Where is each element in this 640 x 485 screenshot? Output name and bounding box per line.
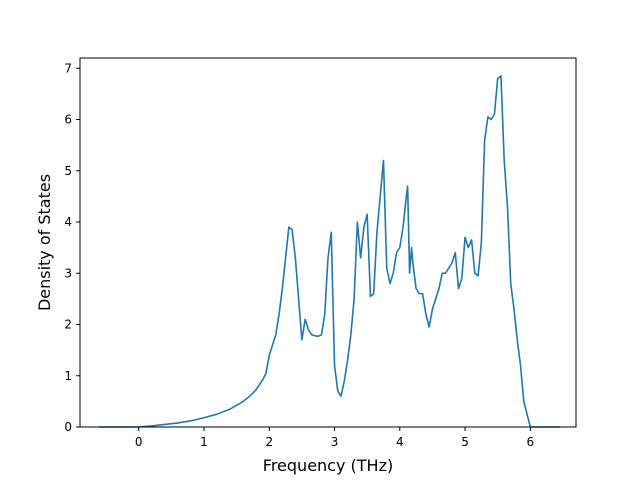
- x-axis-label: Frequency (THz): [263, 456, 393, 475]
- plot-area-frame: [79, 57, 577, 428]
- x-tick-label: 5: [461, 435, 469, 449]
- x-tick-label: 6: [526, 435, 534, 449]
- y-tick-label: 4: [64, 215, 72, 229]
- y-tick-label: 1: [64, 369, 72, 383]
- x-tick-label: 2: [265, 435, 273, 449]
- x-axis-ticks: 0 1 2 3 4 5 6: [135, 427, 534, 449]
- y-tick-label: 6: [64, 113, 72, 127]
- y-axis-label: Density of States: [35, 174, 54, 311]
- x-tick-label: 0: [135, 435, 143, 449]
- x-tick-label: 1: [200, 435, 208, 449]
- x-tick-label: 3: [331, 435, 339, 449]
- y-tick-label: 5: [64, 164, 72, 178]
- dos-series-line: [98, 75, 561, 428]
- y-tick-label: 0: [64, 420, 72, 434]
- y-tick-label: 2: [64, 318, 72, 332]
- x-tick-label: 4: [396, 435, 404, 449]
- y-tick-label: 3: [64, 266, 72, 280]
- y-tick-label: 7: [64, 61, 72, 75]
- y-axis-ticks: 0 1 2 3 4 5 6 7: [64, 61, 80, 434]
